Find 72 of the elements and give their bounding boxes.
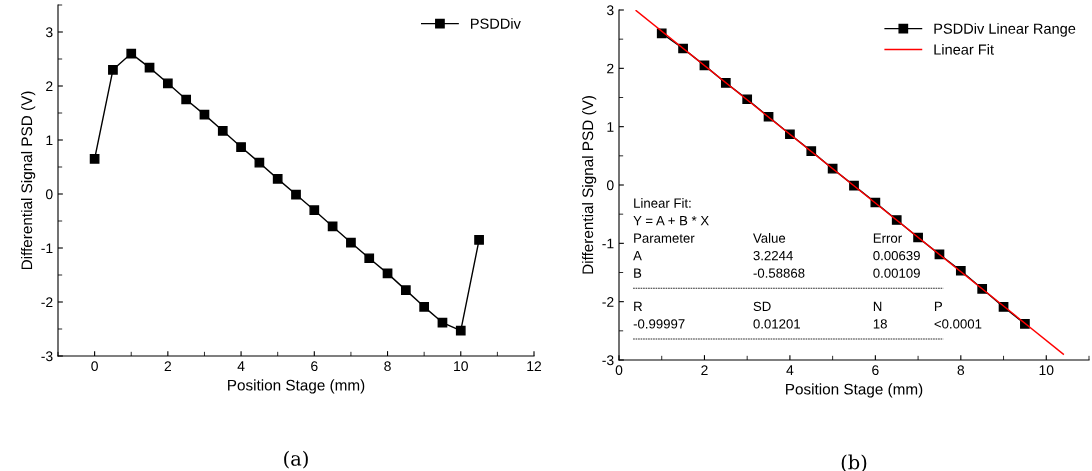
y-tick-label: -3 (602, 355, 614, 366)
x-tick-label: 2 (701, 365, 708, 375)
x-axis-title: Position Stage (mm) (228, 379, 365, 394)
y-tick-label: -1 (602, 238, 614, 249)
legend-label: PSDDiv Linear Range (934, 23, 1076, 37)
annotation: 0.01201 (753, 319, 800, 329)
x-tick-label: 8 (957, 365, 965, 376)
annotation: <0.0001 (934, 319, 982, 329)
y-tick-label: 3 (606, 5, 614, 16)
annotation: N (873, 301, 882, 311)
y-tick-label: -1 (41, 243, 53, 254)
annotation: Parameter (634, 233, 695, 243)
y-tick-label: 1 (607, 122, 614, 132)
x-tick-label: 10 (454, 361, 468, 372)
annotation: 18 (873, 319, 887, 329)
point (309, 205, 320, 216)
y-axis-title: Differential Signal PSD (V) (581, 96, 597, 274)
legend-label: Linear Fit (934, 44, 994, 55)
x-tick-label: 12 (527, 361, 542, 371)
annotation: R (634, 301, 643, 311)
y-tick-label: -3 (41, 351, 53, 362)
point (272, 174, 283, 184)
point (236, 142, 246, 152)
point (254, 157, 265, 168)
annotation: -0.99997 (633, 319, 685, 329)
annotation: 0.00639 (873, 250, 920, 261)
annotation: A (633, 251, 642, 261)
annotation: SD (753, 301, 771, 312)
x-tick-label: 10 (1039, 365, 1054, 376)
point (400, 285, 411, 295)
annotation: P (934, 301, 942, 311)
point (108, 64, 118, 75)
point (364, 253, 375, 264)
point (474, 235, 484, 245)
x-tick-label: 0 (615, 365, 623, 376)
x-tick-label: 0 (91, 361, 98, 372)
point (291, 189, 301, 200)
x-tick-label: 4 (786, 365, 794, 375)
x-tick-label: 4 (237, 361, 245, 371)
annotation: Value (753, 233, 786, 243)
text: (a) (284, 450, 308, 469)
y-tick-label: 0 (606, 180, 614, 191)
y-tick-label: 0 (45, 189, 53, 200)
x-tick-label: 8 (384, 361, 391, 372)
annotation: Linear Fit: (634, 198, 691, 208)
point (162, 78, 173, 89)
y-tick-label: 1 (46, 135, 53, 146)
point (217, 125, 228, 136)
annotation: -0.58868 (753, 268, 805, 278)
y-tick-label: -2 (602, 297, 614, 307)
point (181, 94, 192, 105)
point (144, 62, 155, 73)
y-axis-title: Differential Signal PSD (V) (20, 91, 36, 270)
annotation: Y = A + B * X (633, 216, 709, 226)
point (346, 237, 356, 248)
x-tick-label: 6 (311, 361, 318, 372)
y-tick-label: -2 (41, 297, 53, 308)
annotation: 3.2244 (753, 250, 793, 261)
x-tick-label: 6 (872, 365, 879, 376)
legend-label: PSDDiv (471, 18, 521, 29)
point (89, 154, 100, 164)
point (455, 325, 466, 336)
y-tick-label: 2 (46, 81, 53, 92)
x-tick-label: 2 (164, 361, 172, 371)
x-axis-title: Position Stage (mm) (786, 383, 923, 398)
y-tick-label: 3 (45, 27, 53, 38)
point (126, 48, 137, 59)
y-tick-label: 2 (607, 63, 614, 74)
annotation: 0.00109 (873, 268, 920, 278)
annotation: Error (873, 233, 902, 243)
annotation: B (634, 268, 642, 278)
point (419, 301, 430, 312)
